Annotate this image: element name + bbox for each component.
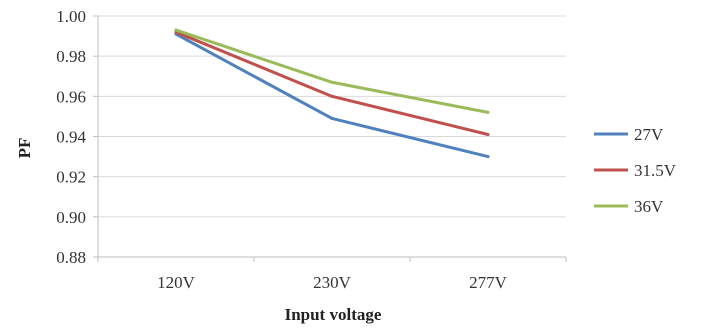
series-line-36V	[174, 28, 490, 114]
gridlines	[98, 15, 566, 218]
data-point	[174, 28, 178, 32]
data-point	[486, 155, 490, 159]
legend-label: 27V	[634, 125, 664, 144]
y-tick-label: 0.90	[56, 208, 86, 227]
y-tick-label: 0.88	[56, 248, 86, 267]
legend-label: 36V	[634, 197, 664, 216]
y-tick-labels: 0.88 0.90 0.92 0.94 0.96 0.98 1.00	[56, 7, 98, 267]
series-lines	[174, 28, 490, 159]
y-tick-label: 0.92	[56, 168, 86, 187]
y-tick-label: 0.98	[56, 47, 86, 66]
x-tick-label: 277V	[469, 273, 508, 292]
y-axis-title: PF	[15, 138, 34, 159]
legend: 27V 31.5V 36V	[594, 125, 677, 216]
legend-label: 31.5V	[634, 161, 677, 180]
y-tick-label: 0.94	[56, 128, 86, 147]
data-point	[486, 132, 490, 136]
y-tick-label: 1.00	[56, 7, 86, 26]
data-point	[330, 116, 334, 120]
x-tick-label: 120V	[157, 273, 196, 292]
x-tick-label: 230V	[313, 273, 352, 292]
y-tick-label: 0.96	[56, 87, 86, 106]
x-axis-title: Input voltage	[285, 305, 382, 324]
data-point	[330, 80, 334, 84]
data-point	[486, 110, 490, 114]
data-point	[330, 94, 334, 98]
x-tick-labels: 120V 230V 277V	[97, 257, 567, 292]
